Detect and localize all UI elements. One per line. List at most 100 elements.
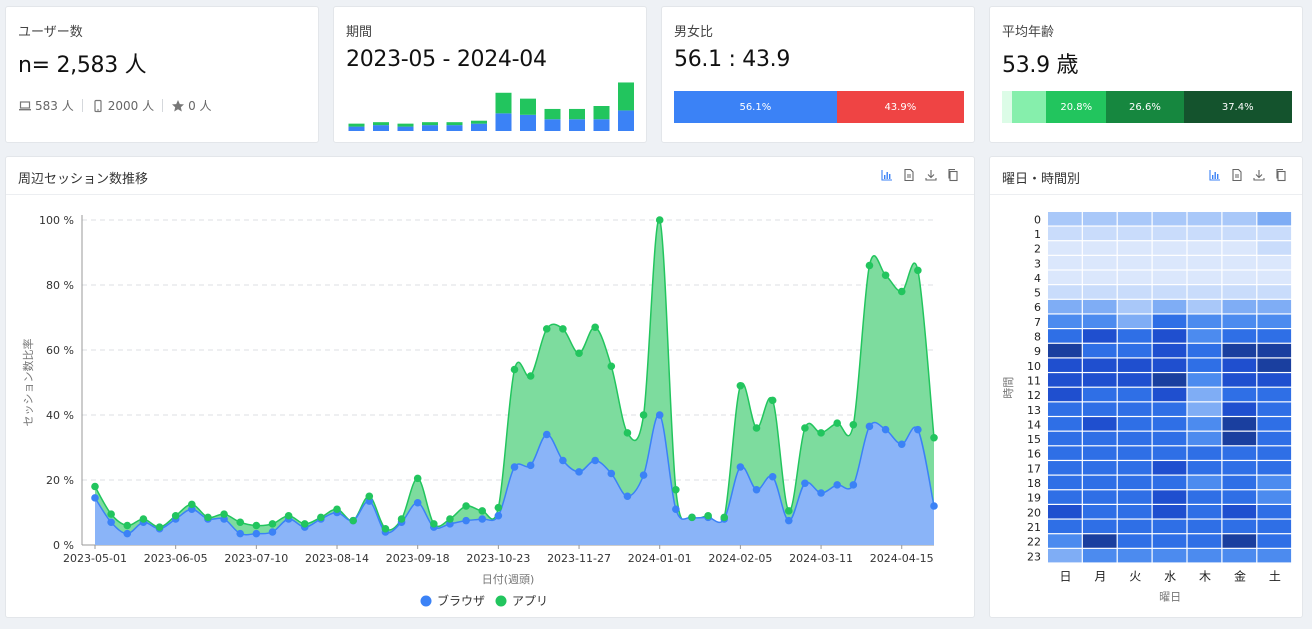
heat-cell[interactable] <box>1152 461 1187 475</box>
heat-cell[interactable] <box>1257 226 1292 241</box>
heat-cell[interactable] <box>1257 358 1292 372</box>
heat-cell[interactable] <box>1257 417 1292 431</box>
heat-cell[interactable] <box>1082 314 1117 328</box>
heat-cell[interactable] <box>1117 358 1152 372</box>
data-point[interactable] <box>623 492 632 501</box>
data-point[interactable] <box>123 521 132 530</box>
heat-cell[interactable] <box>1222 387 1257 402</box>
heat-cell[interactable] <box>1048 299 1082 314</box>
heat-cell[interactable] <box>1048 358 1082 372</box>
heat-cell[interactable] <box>1257 387 1292 402</box>
data-point[interactable] <box>542 430 551 439</box>
data-point[interactable] <box>107 518 115 527</box>
data-point[interactable] <box>704 511 712 520</box>
heat-cell[interactable] <box>1048 387 1082 402</box>
data-point[interactable] <box>914 425 922 434</box>
heat-cell[interactable] <box>1187 241 1222 255</box>
heat-cell[interactable] <box>1257 285 1292 299</box>
data-point[interactable] <box>123 529 132 538</box>
heat-cell[interactable] <box>1187 461 1222 475</box>
heat-cell[interactable] <box>1117 241 1152 255</box>
heat-cell[interactable] <box>1257 241 1292 255</box>
heat-cell[interactable] <box>1117 446 1152 460</box>
data-point[interactable] <box>736 463 745 471</box>
data-point[interactable] <box>510 463 519 471</box>
data-point[interactable] <box>333 505 341 514</box>
heat-cell[interactable] <box>1048 226 1082 241</box>
heat-cell[interactable] <box>1048 417 1082 431</box>
download-icon[interactable] <box>1252 168 1266 182</box>
heat-cell[interactable] <box>1257 534 1292 548</box>
heat-cell[interactable] <box>1048 548 1082 563</box>
data-point[interactable] <box>204 513 212 522</box>
heat-cell[interactable] <box>1222 226 1257 241</box>
heat-cell[interactable] <box>1257 255 1292 270</box>
data-point[interactable] <box>881 425 890 434</box>
heat-cell[interactable] <box>1082 490 1117 504</box>
data-point[interactable] <box>494 503 503 512</box>
heat-cell[interactable] <box>1187 270 1222 285</box>
heat-cell[interactable] <box>1257 270 1292 285</box>
heat-cell[interactable] <box>1082 255 1117 270</box>
data-point[interactable] <box>575 349 583 358</box>
heat-cell[interactable] <box>1082 548 1117 563</box>
data-point[interactable] <box>381 524 390 533</box>
heat-cell[interactable] <box>1117 270 1152 285</box>
heat-cell[interactable] <box>1152 270 1187 285</box>
legend-label[interactable]: ブラウザ <box>437 593 485 608</box>
heat-cell[interactable] <box>1152 417 1187 431</box>
heat-cell[interactable] <box>1222 270 1257 285</box>
data-point[interactable] <box>397 515 406 523</box>
copy-icon[interactable] <box>946 168 960 182</box>
heat-cell[interactable] <box>1048 343 1082 358</box>
heat-cell[interactable] <box>1222 241 1257 255</box>
heat-cell[interactable] <box>1048 270 1082 285</box>
heat-cell[interactable] <box>1187 212 1222 226</box>
heat-cell[interactable] <box>1082 534 1117 548</box>
heat-cell[interactable] <box>1152 402 1187 416</box>
data-point[interactable] <box>413 498 422 507</box>
heat-cell[interactable] <box>1187 446 1222 460</box>
data-point[interactable] <box>817 429 825 437</box>
heat-cell[interactable] <box>1152 299 1187 314</box>
heat-cell[interactable] <box>1187 285 1222 299</box>
heat-cell[interactable] <box>1152 548 1187 563</box>
data-point[interactable] <box>639 471 648 479</box>
data-point[interactable] <box>849 481 858 489</box>
data-point[interactable] <box>526 461 535 470</box>
heat-cell[interactable] <box>1082 431 1117 446</box>
heat-cell[interactable] <box>1257 373 1292 387</box>
data-point[interactable] <box>655 411 664 419</box>
data-point[interactable] <box>284 511 293 520</box>
data-point[interactable] <box>349 516 357 525</box>
heat-cell[interactable] <box>1222 212 1257 226</box>
heat-cell[interactable] <box>1257 343 1292 358</box>
heat-cell[interactable] <box>1187 417 1222 431</box>
heat-cell[interactable] <box>1117 431 1152 446</box>
heat-cell[interactable] <box>1222 402 1257 416</box>
heat-cell[interactable] <box>1117 285 1152 299</box>
heat-cell[interactable] <box>1222 314 1257 328</box>
data-point[interactable] <box>494 511 503 520</box>
heat-cell[interactable] <box>1222 255 1257 270</box>
heat-cell[interactable] <box>1152 255 1187 270</box>
data-point[interactable] <box>252 529 261 538</box>
data-point[interactable] <box>526 372 535 380</box>
heat-cell[interactable] <box>1257 431 1292 446</box>
heat-cell[interactable] <box>1152 373 1187 387</box>
data-point[interactable] <box>478 507 487 515</box>
heat-cell[interactable] <box>1187 255 1222 270</box>
heat-cell[interactable] <box>1222 299 1257 314</box>
heat-cell[interactable] <box>1257 475 1292 490</box>
data-point[interactable] <box>817 489 825 497</box>
heat-cell[interactable] <box>1048 461 1082 475</box>
data-point[interactable] <box>930 433 938 442</box>
data-point[interactable] <box>91 494 99 502</box>
data-point[interactable] <box>91 482 99 491</box>
heat-cell[interactable] <box>1082 475 1117 490</box>
heat-cell[interactable] <box>1048 505 1082 519</box>
data-point[interactable] <box>413 474 422 483</box>
legend-marker[interactable] <box>495 595 507 607</box>
heat-cell[interactable] <box>1257 461 1292 475</box>
data-point[interactable] <box>897 440 906 449</box>
